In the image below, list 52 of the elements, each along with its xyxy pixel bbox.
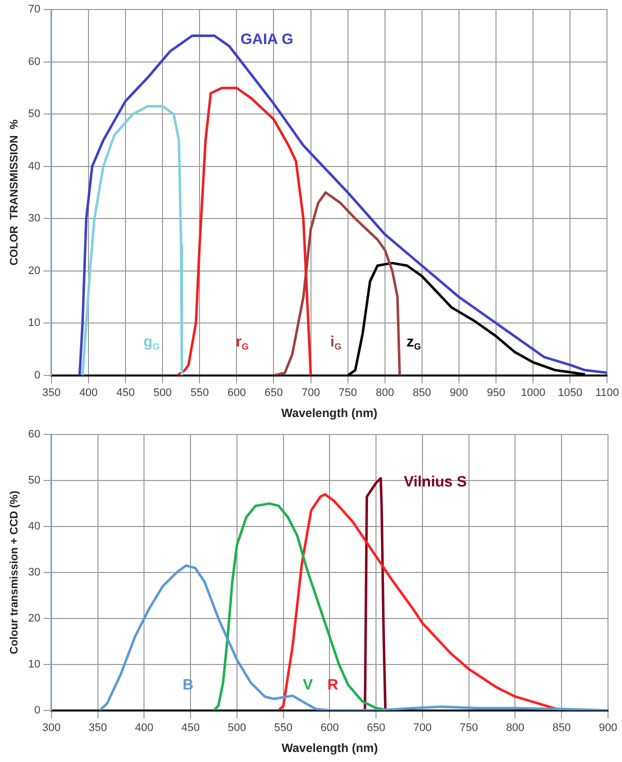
x-tick-label: 350	[88, 722, 107, 734]
x-tick-label: 650	[264, 387, 283, 400]
x-tick-label: 900	[598, 722, 618, 734]
x-tick-label: 1100	[595, 387, 619, 400]
y-tick-label: 30	[28, 566, 40, 579]
y-tick-label: 20	[28, 612, 40, 624]
x-tick-label: 800	[506, 722, 524, 734]
x-tick-label: 350	[42, 387, 61, 400]
y-axis-title: Colour transmission + CCD (%)	[8, 490, 21, 654]
x-tick-label: 700	[413, 722, 432, 734]
y-tick-label: 0	[34, 369, 40, 382]
x-tick-label: 550	[190, 387, 209, 400]
x-tick-label: 550	[274, 722, 293, 734]
x-tick-label: 500	[228, 722, 246, 734]
x-tick-label: 400	[79, 387, 98, 400]
y-tick-label: 10	[28, 658, 40, 670]
y-tick-label: 40	[28, 520, 40, 533]
x-tick-label: 500	[153, 387, 172, 400]
y-tick-label: 60	[28, 56, 40, 68]
y-tick-label: 50	[28, 474, 40, 487]
series-label: Vilnius S	[404, 473, 467, 490]
x-tick-label: 900	[450, 387, 468, 400]
x-tick-label: 700	[302, 387, 320, 400]
y-tick-label: 40	[28, 160, 40, 172]
x-tick-label: 300	[42, 722, 61, 734]
x-tick-label: 600	[228, 387, 246, 400]
x-tick-label: 450	[181, 722, 200, 734]
y-tick-label: 60	[28, 428, 40, 441]
x-tick-label: 400	[135, 722, 154, 734]
x-tick-label: 600	[320, 722, 339, 734]
x-tick-label: 750	[460, 722, 478, 734]
x-axis-title: Wavelength (nm)	[281, 406, 378, 420]
y-tick-label: 70	[28, 4, 40, 16]
y-tick-label: 20	[28, 264, 40, 277]
x-tick-label: 1050	[558, 387, 582, 400]
y-tick-label: 0	[34, 704, 40, 716]
x-tick-label: 950	[486, 387, 506, 400]
y-tick-label: 30	[28, 212, 40, 225]
x-axis-title: Wavelength (nm)	[282, 741, 378, 756]
y-tick-label: 10	[28, 317, 40, 330]
y-axis-title: COLOR TRANSMISSION %	[8, 119, 21, 266]
x-tick-label: 1000	[520, 387, 546, 400]
series-label: GAIA G	[240, 30, 294, 48]
series-label: V	[302, 676, 313, 694]
text: R	[327, 676, 338, 694]
y-tick-label: 50	[28, 108, 40, 120]
x-tick-label: 750	[338, 387, 358, 400]
x-tick-label: 450	[116, 387, 135, 400]
x-tick-label: 850	[412, 387, 432, 400]
x-tick-label: 850	[552, 722, 571, 734]
x-tick-label: 650	[366, 722, 386, 734]
x-tick-label: 800	[376, 387, 394, 400]
